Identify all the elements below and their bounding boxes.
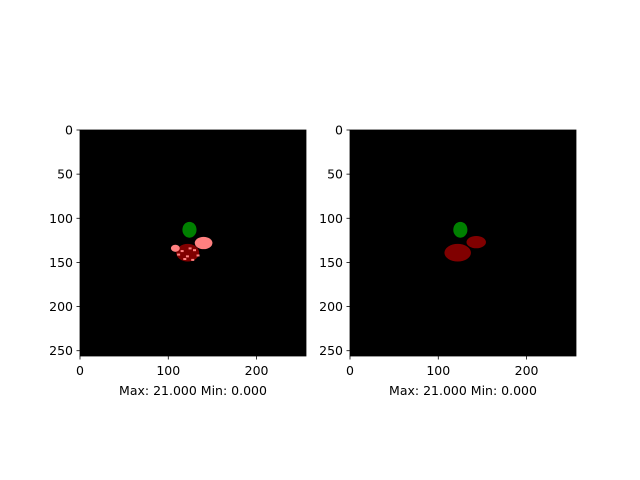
region-pink-edge [170, 244, 180, 252]
y-tick-label: 0 [335, 123, 343, 138]
axes-frame [349, 129, 577, 357]
image-background [350, 130, 576, 356]
speckle [193, 249, 196, 252]
y-tick-label: 50 [327, 167, 343, 182]
x-tick-label: 200 [245, 363, 269, 378]
y-tick-label: 250 [319, 343, 343, 358]
region-green [453, 221, 468, 238]
x-tick-label: 0 [346, 363, 354, 378]
y-tick-label: 200 [319, 299, 343, 314]
speckle [180, 250, 184, 253]
y-tick-label: 250 [49, 343, 73, 358]
y-tick-label: 200 [49, 299, 73, 314]
x-axis-label: Max: 21.000 Min: 0.000 [119, 383, 267, 398]
y-tick-label: 150 [319, 255, 343, 270]
region-dark-red-right [466, 235, 486, 249]
x-tick-label: 100 [426, 363, 450, 378]
axes-frame [79, 129, 307, 357]
y-tick-label: 100 [49, 211, 73, 226]
y-tick-label: 50 [57, 167, 73, 182]
x-tick-label: 200 [515, 363, 539, 378]
y-tick-label: 100 [319, 211, 343, 226]
y-tick-label: 0 [65, 123, 73, 138]
speckle [188, 247, 192, 250]
x-axis-label: Max: 21.000 Min: 0.000 [389, 383, 537, 398]
speckle [177, 253, 181, 256]
x-tick-label: 100 [156, 363, 180, 378]
image-background [80, 130, 306, 356]
speckle [196, 254, 200, 257]
region-pink [194, 236, 213, 250]
speckle [183, 258, 187, 261]
x-tick-label: 0 [76, 363, 84, 378]
region-dark-red [444, 243, 471, 262]
speckle [185, 255, 189, 258]
region-green [182, 221, 197, 238]
y-tick-label: 150 [49, 255, 73, 270]
speckle [191, 258, 195, 261]
region-dark-red [176, 243, 200, 262]
